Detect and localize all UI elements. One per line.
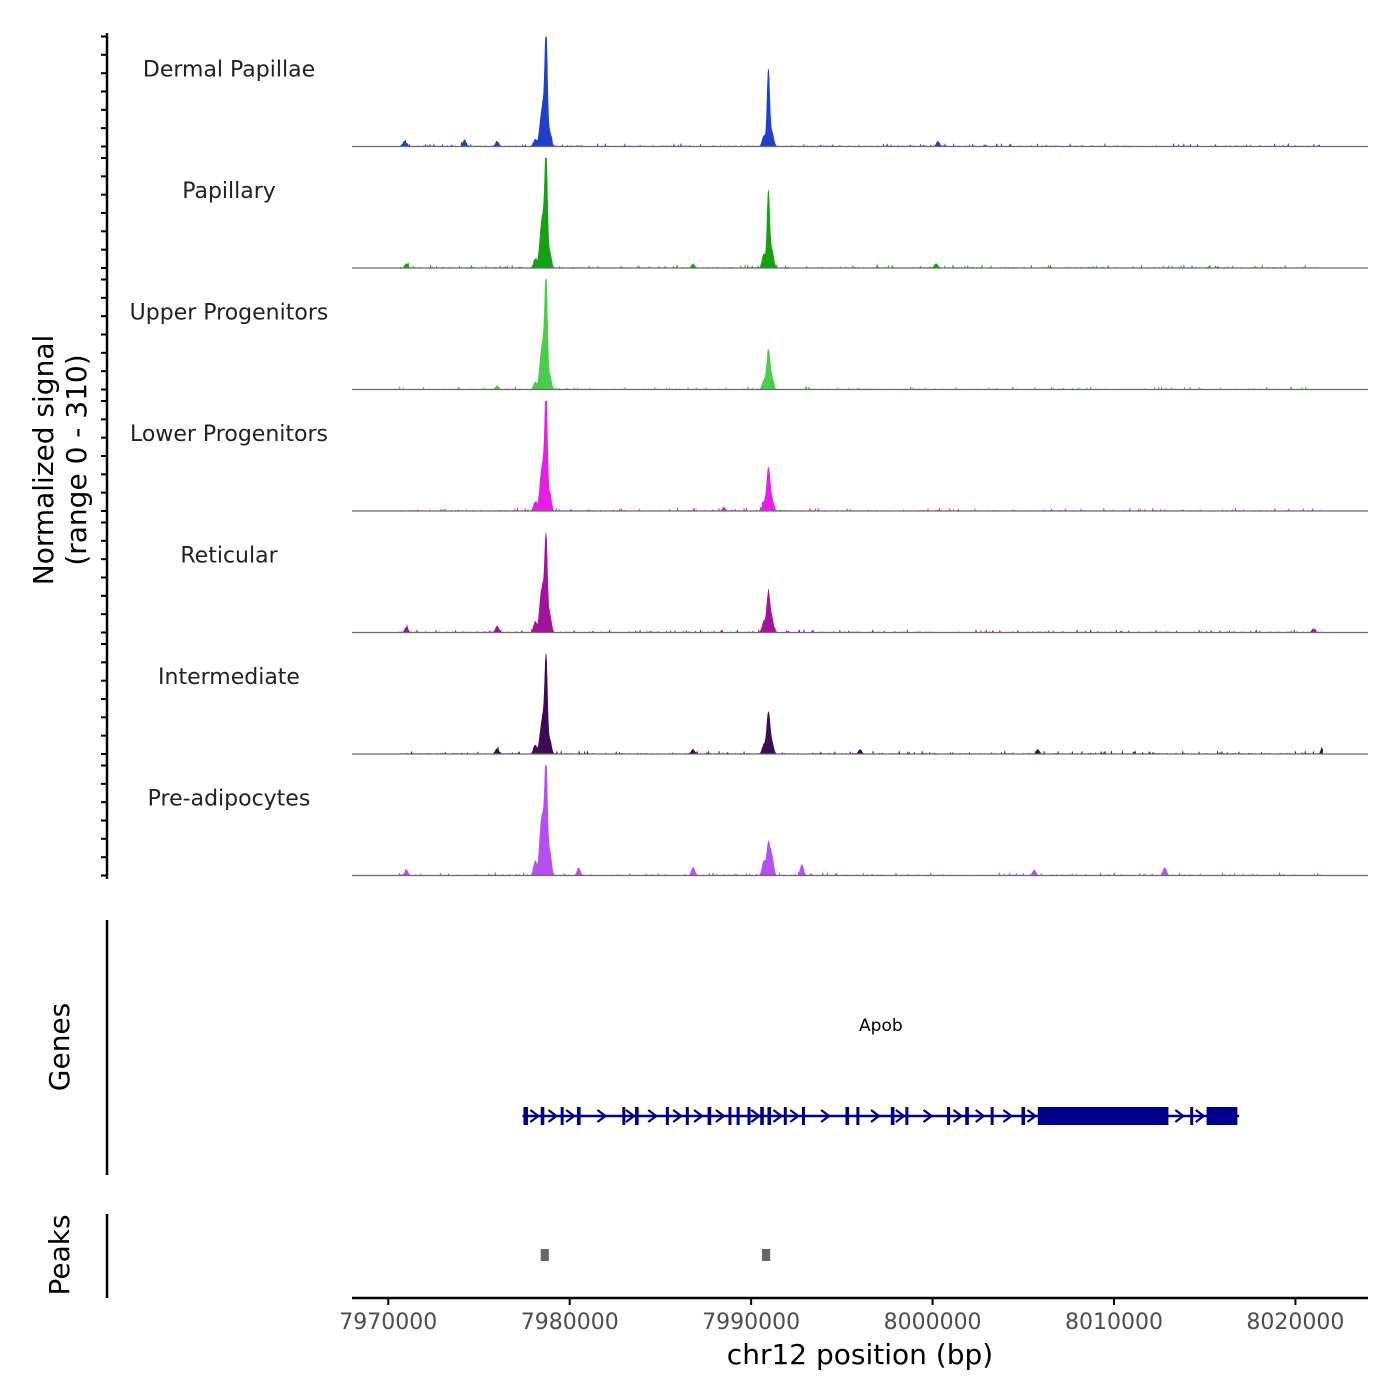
- strand-arrow: [529, 1109, 541, 1123]
- coverage-track: Pre-adipocytes: [101, 764, 1368, 877]
- strand-arrow: [952, 1109, 964, 1123]
- peaks-y-axis-title: Peaks: [43, 1214, 76, 1295]
- strand-arrow: [895, 1109, 906, 1123]
- strand-arrow: [625, 1109, 636, 1123]
- coverage-area: [397, 532, 1323, 633]
- x-axis-title: chr12 position (bp): [727, 1338, 993, 1371]
- track-label: Pre-adipocytes: [148, 787, 311, 812]
- gene-exon: [767, 1107, 772, 1125]
- track-label: Reticular: [180, 544, 278, 569]
- strand-arrow: [693, 1109, 704, 1123]
- gene-exon: [905, 1107, 909, 1125]
- track-label: Intermediate: [158, 665, 300, 690]
- gene-exon: [736, 1107, 740, 1125]
- x-tick-label: 7990000: [702, 1310, 800, 1335]
- coverage-area: [397, 279, 1323, 390]
- gene-name-label: Apob: [859, 1016, 903, 1036]
- gene-exon: [728, 1107, 732, 1125]
- strand-arrow: [922, 1109, 934, 1123]
- track-label: Dermal Papillae: [143, 58, 315, 83]
- strand-arrow: [750, 1109, 762, 1123]
- peak-track: [540, 1249, 771, 1261]
- gene-exon: [665, 1107, 669, 1125]
- gene-exon: [1206, 1107, 1238, 1125]
- strand-arrow: [870, 1109, 881, 1123]
- gene-exon: [783, 1107, 787, 1125]
- x-tick-label: 8020000: [1246, 1310, 1344, 1335]
- gene-exon: [1037, 1107, 1169, 1125]
- gene-exon: [1190, 1107, 1194, 1125]
- gene-exon: [947, 1107, 951, 1125]
- track-label: Papillary: [182, 179, 276, 204]
- gene-exon: [801, 1107, 805, 1125]
- coverage-tracks: Dermal Papillae Papillary Upper Progenitor…: [101, 35, 1368, 877]
- coverage-area: [397, 653, 1323, 755]
- x-tick-label: 8010000: [1065, 1310, 1163, 1335]
- strand-arrow: [547, 1109, 559, 1123]
- gene-exon: [760, 1107, 764, 1125]
- coverage-track: Papillary: [101, 157, 1368, 269]
- x-tick-label: 7980000: [521, 1310, 619, 1335]
- gene-exon: [622, 1107, 626, 1125]
- strand-arrow: [715, 1109, 726, 1123]
- coverage-y-axis-subtitle: (range 0 - 310): [60, 354, 93, 565]
- strand-arrow: [1174, 1109, 1186, 1123]
- coverage-area: [397, 36, 1323, 147]
- coverage-track: Upper Progenitors: [101, 278, 1368, 391]
- gene-exon: [965, 1107, 969, 1125]
- gene-exon: [890, 1107, 895, 1125]
- strand-arrow: [565, 1109, 577, 1123]
- coverage-track: Lower Progenitors: [101, 400, 1368, 512]
- coverage-y-axis-title: Normalized signal: [27, 335, 60, 586]
- gene-exon: [685, 1107, 689, 1125]
- gene-exon: [747, 1107, 751, 1125]
- track-label: Upper Progenitors: [130, 301, 329, 326]
- x-tick-label: 7970000: [339, 1310, 437, 1335]
- strand-arrow: [672, 1109, 684, 1123]
- coverage-track: Dermal Papillae: [101, 35, 1368, 148]
- x-tick-label: 8000000: [884, 1310, 982, 1335]
- coverage-track: Intermediate: [101, 643, 1368, 755]
- strand-arrow: [772, 1109, 784, 1123]
- peak-region: [762, 1249, 771, 1261]
- gene-exon: [635, 1107, 639, 1125]
- track-label: Lower Progenitors: [130, 422, 328, 447]
- strand-arrow: [647, 1109, 659, 1123]
- coverage-track: Reticular: [101, 521, 1368, 634]
- x-axis: 7970000 7980000 7990000 8000000 8010000 80200…: [339, 1296, 1368, 1335]
- gene-exon: [560, 1107, 564, 1125]
- peak-region: [540, 1249, 549, 1261]
- gene-exon: [707, 1107, 712, 1125]
- strand-arrow: [789, 1109, 801, 1123]
- coverage-area: [397, 765, 1323, 876]
- genes-y-axis-title: Genes: [43, 1003, 76, 1091]
- gene-exon: [845, 1107, 850, 1125]
- gene-exon: [576, 1107, 581, 1125]
- gene-exon: [1021, 1107, 1026, 1125]
- gene-track: Apob: [522, 1016, 1240, 1125]
- strand-arrow: [1026, 1109, 1038, 1123]
- strand-arrow: [820, 1109, 831, 1123]
- gene-exon: [523, 1107, 528, 1125]
- strand-arrow: [975, 1109, 986, 1123]
- coverage-area: [397, 400, 1323, 512]
- strand-arrow: [596, 1109, 608, 1123]
- gene-exon: [990, 1107, 994, 1125]
- gene-exon: [856, 1107, 860, 1125]
- strand-arrow: [1195, 1109, 1206, 1123]
- gene-exon: [540, 1107, 545, 1125]
- coverage-area: [397, 157, 1323, 269]
- strand-arrow: [1002, 1109, 1014, 1123]
